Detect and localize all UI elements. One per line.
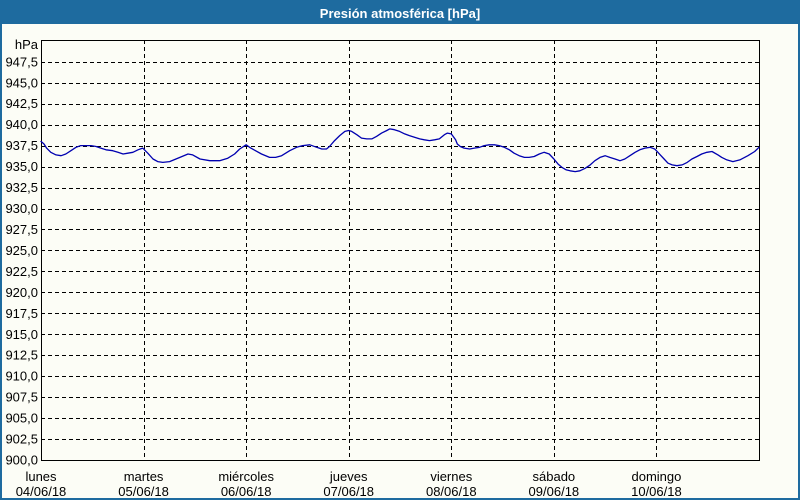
y-tick-label: 922,5 — [5, 264, 38, 279]
y-tick-label: 910,0 — [5, 369, 38, 384]
x-date-label: 05/06/18 — [118, 484, 169, 498]
x-date-label: 07/06/18 — [323, 484, 374, 498]
y-tick-label: 912,5 — [5, 348, 38, 363]
y-tick-label: 947,5 — [5, 54, 38, 69]
y-tick-label: 937,5 — [5, 138, 38, 153]
title-bar: Presión atmosférica [hPa] — [2, 2, 798, 24]
pressure-chart: 947,5 945,0 942,5 940,0 937,5 935,0 932,5 930,0… — [5, 37, 760, 498]
x-date-label: 09/06/18 — [529, 484, 580, 498]
x-day-label: miércoles — [218, 469, 274, 484]
plot-frame — [41, 40, 760, 461]
x-date-label: 08/06/18 — [426, 484, 477, 498]
pressure-series-line — [40, 128, 760, 173]
x-date-label: 04/06/18 — [16, 484, 67, 498]
chart-area: 947,5 945,0 942,5 940,0 937,5 935,0 932,5 930,0… — [2, 24, 798, 498]
y-tick-label: 932,5 — [5, 180, 38, 195]
y-tick-label: 930,0 — [5, 201, 38, 216]
y-tick-label: 942,5 — [5, 96, 38, 111]
y-tick-label: 925,0 — [5, 243, 38, 258]
y-tick-label: 917,5 — [5, 306, 38, 321]
y-tick-label: 905,0 — [5, 411, 38, 426]
y-tick-label: 940,0 — [5, 117, 38, 132]
x-date-label: 06/06/18 — [221, 484, 272, 498]
y-tick-label: 935,0 — [5, 159, 38, 174]
x-day-label: jueves — [329, 469, 368, 484]
y-tick-label: 907,5 — [5, 390, 38, 405]
x-date-label: 10/06/18 — [631, 484, 682, 498]
y-axis-unit-label: hPa — [15, 37, 39, 52]
x-day-label: sábado — [533, 469, 576, 484]
y-tick-label: 915,0 — [5, 327, 38, 342]
x-day-label: lunes — [25, 469, 57, 484]
x-day-label: viernes — [430, 469, 472, 484]
window-title: Presión atmosférica [hPa] — [319, 5, 481, 21]
y-tick-label: 900,0 — [5, 453, 38, 468]
x-day-label: domingo — [631, 469, 681, 484]
y-tick-label: 927,5 — [5, 222, 38, 237]
y-tick-label: 920,0 — [5, 285, 38, 300]
y-tick-label: 945,0 — [5, 75, 38, 90]
y-tick-label: 902,5 — [5, 432, 38, 447]
x-day-label: martes — [124, 469, 164, 484]
